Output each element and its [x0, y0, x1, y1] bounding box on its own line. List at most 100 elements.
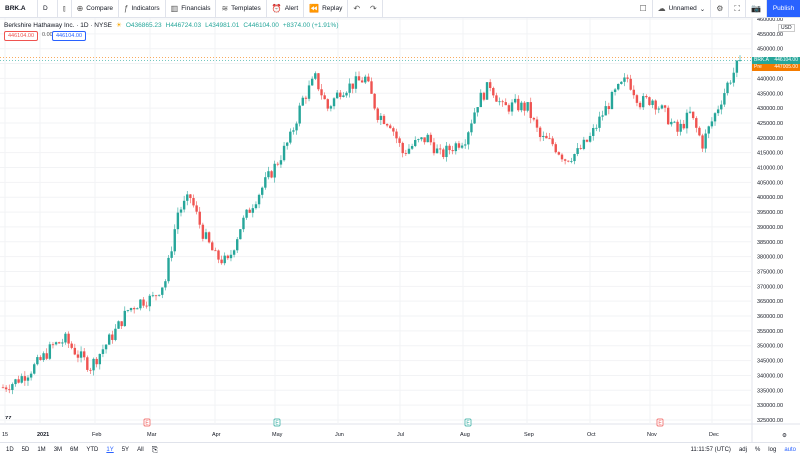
interval-button[interactable]: D [38, 0, 58, 18]
range-1d[interactable]: 1D [6, 447, 14, 453]
earnings-marker[interactable]: E [656, 418, 664, 427]
publish-button[interactable]: Publish [767, 0, 800, 17]
candle [420, 136, 423, 142]
candle [345, 91, 348, 98]
candle [713, 112, 717, 126]
price-label: 340000.00 [757, 373, 783, 379]
time-label: 2021 [37, 432, 49, 438]
candle [417, 138, 420, 143]
candle [439, 144, 442, 155]
candle [120, 321, 123, 329]
candle [314, 71, 317, 81]
range-all[interactable]: All [137, 447, 144, 453]
alert-label: Alert [284, 5, 299, 12]
candle [232, 249, 236, 258]
earnings-marker[interactable]: E [464, 418, 472, 427]
currency-select[interactable]: USD [778, 24, 795, 32]
earnings-label: E [275, 421, 279, 427]
candle [607, 102, 611, 115]
price-label: 370000.00 [757, 284, 783, 290]
range-1y[interactable]: 1Y [106, 447, 114, 453]
time-label: Sep [524, 432, 534, 438]
candle [36, 354, 39, 366]
candle [685, 109, 689, 134]
axis-settings-icon[interactable]: ⚙ [782, 432, 787, 439]
candle [507, 103, 511, 115]
price-label: 430000.00 [757, 106, 783, 112]
candle [292, 127, 295, 135]
fullscreen-button[interactable]: ⛶ [729, 0, 747, 18]
candle [264, 172, 267, 190]
price-label: 365000.00 [757, 299, 783, 305]
candle [14, 378, 17, 387]
premarket-tag: Pre 447005.00 [752, 64, 800, 71]
range-5d[interactable]: 5D [21, 447, 30, 453]
candle [585, 139, 589, 143]
earnings-marker[interactable]: E [273, 418, 281, 427]
candle [376, 107, 379, 123]
spread-value: 0.00 [39, 31, 56, 39]
close-value: C446104.00 [243, 21, 279, 29]
time-label: Apr [212, 432, 221, 438]
time-label: Jun [335, 432, 344, 438]
range-1m[interactable]: 1M [37, 447, 46, 453]
range-3m[interactable]: 3M [53, 447, 63, 453]
layout-name[interactable]: ☁ Unnamed ⌄ [653, 0, 712, 18]
candle [326, 98, 329, 112]
candle [70, 341, 73, 350]
compare-button[interactable]: ⊕ Compare [72, 0, 119, 18]
sell-button[interactable]: 446104.00 [4, 31, 38, 41]
candle [79, 346, 83, 363]
log-toggle[interactable]: log [768, 447, 777, 453]
price-chart[interactable]: 460000.00455000.00450000.00445000.004400… [0, 18, 800, 442]
candle [676, 119, 679, 137]
candle [723, 88, 726, 107]
candle [560, 153, 564, 162]
candle [426, 133, 429, 143]
candle [351, 83, 354, 94]
snapshot-button[interactable]: 📷 [746, 0, 767, 18]
adj-toggle[interactable]: adj [738, 447, 747, 453]
alert-button[interactable]: ⏰ Alert [267, 0, 305, 18]
earnings-marker[interactable]: E [143, 418, 151, 427]
buy-button[interactable]: 446104.00 [52, 31, 86, 41]
candle [698, 126, 701, 137]
range-ytd[interactable]: YTD [86, 447, 99, 453]
redo-icon: ↷ [370, 4, 377, 13]
chart-type-button[interactable]: ⫾ [58, 0, 72, 18]
date-range-icon[interactable]: ⎘ [151, 445, 159, 454]
candle [479, 89, 483, 108]
redo-button[interactable]: ↷ [365, 0, 383, 18]
plus-circle-icon: ⊕ [76, 4, 84, 13]
interval-label: D [43, 5, 48, 12]
templates-button[interactable]: ≋ Templates [216, 0, 267, 18]
candle [48, 341, 52, 361]
candle [520, 100, 523, 113]
indicators-button[interactable]: ƒ Indicators [119, 0, 166, 18]
candle [195, 201, 198, 215]
range-5y[interactable]: 5Y [121, 447, 130, 453]
candle [317, 72, 320, 92]
settings-button[interactable]: ⚙ [711, 0, 730, 18]
layout-toggle[interactable]: ☐ [634, 0, 653, 18]
open-value: O436865.23 [125, 21, 162, 29]
price-label: 380000.00 [757, 255, 783, 261]
candle [39, 355, 42, 361]
candle [304, 95, 308, 104]
symbol-search[interactable]: BRK.A [0, 0, 38, 18]
undo-button[interactable]: ↶ [348, 0, 365, 18]
financials-button[interactable]: ▥ Financials [166, 0, 217, 18]
candle [498, 97, 501, 106]
range-6m[interactable]: 6M [70, 447, 79, 453]
percent-toggle[interactable]: % [754, 447, 761, 453]
candle [601, 110, 604, 121]
currency-label: USD [781, 25, 792, 31]
auto-toggle[interactable]: auto [784, 447, 796, 453]
candle [457, 140, 461, 150]
candle [463, 139, 467, 149]
replay-button[interactable]: ⏪ Replay [304, 0, 349, 18]
buy-label: 446104.00 [56, 33, 82, 39]
candle [107, 333, 111, 345]
candle [632, 85, 636, 99]
candle [145, 301, 148, 309]
